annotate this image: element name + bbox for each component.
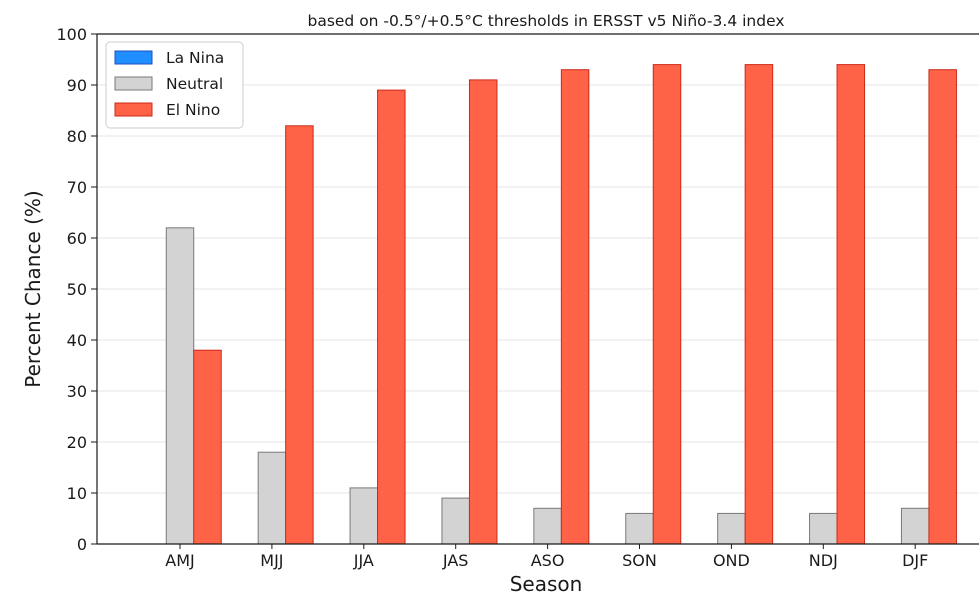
x-tick-label: MJJ <box>260 551 283 570</box>
chart-title: based on -0.5°/+0.5°C thresholds in ERSS… <box>307 12 784 30</box>
bar-neutral-djf <box>900 507 930 545</box>
y-tick-label: 20 <box>67 433 87 452</box>
bar-el-nino-jas <box>468 79 498 545</box>
legend-label: Neutral <box>166 75 223 93</box>
bar-el-nino-jja <box>377 89 406 545</box>
x-tick-labels: AMJ MJJ JJA JAS ASO SON OND NDJ DJF <box>165 544 928 570</box>
x-tick-label: JAS <box>442 551 469 570</box>
y-tick-label: 0 <box>77 535 87 554</box>
y-tick-label: 90 <box>67 76 87 95</box>
y-tick-label: 60 <box>67 229 87 248</box>
bar-el-nino-aso <box>560 69 590 545</box>
bar-el-nino-amj <box>193 349 222 545</box>
y-tick-label: 30 <box>67 382 87 401</box>
y-tick-labels: 0 10 20 30 40 50 60 70 80 90 100 <box>56 25 97 554</box>
y-tick-label: 50 <box>67 280 87 299</box>
bar-neutral-jas <box>441 497 470 545</box>
bar-neutral-amj <box>165 227 195 545</box>
bar-neutral-son <box>625 512 654 545</box>
legend-swatch <box>114 50 153 65</box>
y-axis-label: Percent Chance (%) <box>21 190 45 387</box>
bar-neutral-ndj <box>809 512 838 545</box>
legend: La Nina Neutral El Nino <box>105 41 244 129</box>
x-axis-label: Season <box>510 572 583 596</box>
y-tick-label: 70 <box>67 178 87 197</box>
bar-neutral-aso <box>533 507 562 545</box>
bar-el-nino-ndj <box>836 64 866 545</box>
bar-neutral-mjj <box>257 451 287 545</box>
legend-label: La Nina <box>166 49 224 67</box>
y-tick-label: 100 <box>56 25 87 44</box>
x-tick-label: AMJ <box>165 551 194 570</box>
bar-neutral-jja <box>349 487 379 545</box>
legend-swatch <box>114 76 153 91</box>
x-tick-label: ASO <box>531 551 565 570</box>
legend-label: El Nino <box>166 101 220 119</box>
bar-el-nino-ond <box>744 64 774 545</box>
bar-neutral-ond <box>717 512 746 545</box>
y-tick-label: 80 <box>67 127 87 146</box>
y-tick-label: 10 <box>67 484 87 503</box>
bar-el-nino-mjj <box>285 125 314 545</box>
legend-swatch <box>114 102 153 117</box>
x-tick-label: SON <box>622 551 657 570</box>
bars <box>165 64 957 545</box>
bar-el-nino-djf <box>928 69 957 545</box>
y-tick-label: 40 <box>67 331 87 350</box>
x-tick-label: NDJ <box>809 551 838 570</box>
bar-el-nino-son <box>652 64 682 545</box>
x-tick-label: DJF <box>902 551 928 570</box>
x-tick-label: OND <box>713 551 750 570</box>
x-tick-label: JJA <box>353 551 374 570</box>
